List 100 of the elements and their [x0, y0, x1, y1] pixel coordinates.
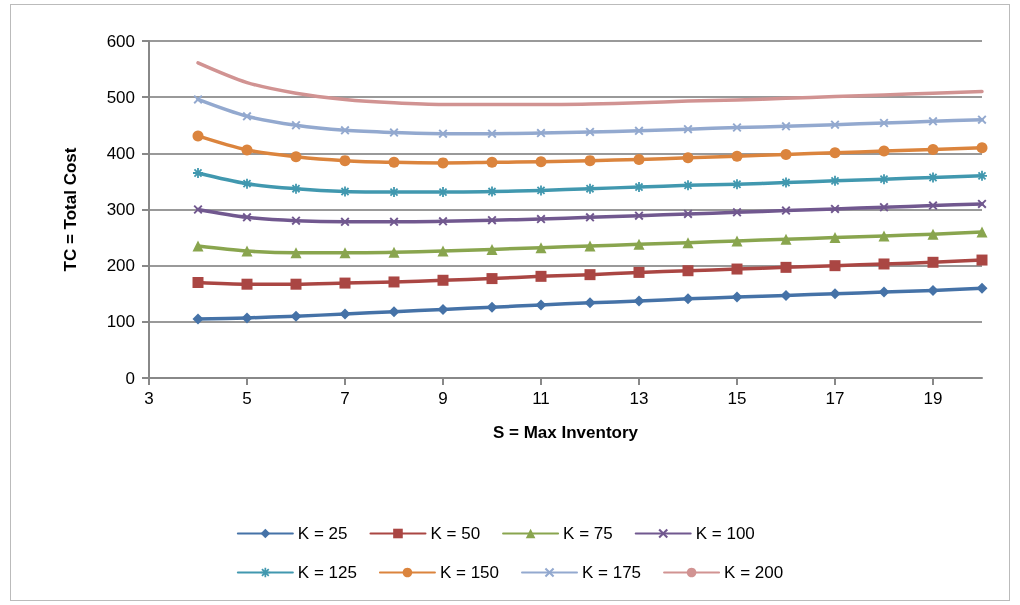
point — [633, 154, 645, 166]
point — [683, 124, 693, 134]
point — [388, 156, 400, 168]
point — [927, 228, 939, 240]
point — [535, 242, 547, 254]
point — [829, 232, 841, 244]
point — [878, 258, 890, 270]
legend-label: K = 50 — [430, 524, 481, 543]
point — [731, 263, 743, 275]
point — [241, 245, 253, 257]
point — [878, 286, 890, 298]
point — [976, 226, 988, 238]
x-tick-label: 3 — [144, 389, 154, 408]
y-tick-label: 500 — [106, 87, 135, 107]
point — [584, 240, 596, 252]
point — [339, 247, 351, 259]
point — [192, 240, 204, 252]
y-tick-label: 400 — [106, 143, 135, 163]
point — [976, 142, 988, 154]
legend-label: K = 150 — [439, 563, 499, 582]
point — [781, 121, 791, 131]
point — [536, 128, 546, 138]
line-series — [196, 61, 984, 107]
point — [584, 155, 596, 167]
point — [438, 216, 448, 226]
point — [927, 256, 939, 268]
point — [242, 212, 252, 222]
legend-label: K = 175 — [582, 563, 642, 582]
point — [585, 212, 595, 222]
point — [829, 260, 841, 272]
x-tick-label: 9 — [438, 389, 448, 408]
point — [290, 151, 302, 163]
x-tick-label: 13 — [629, 389, 649, 408]
y-tick-label: 0 — [125, 368, 135, 388]
point — [437, 274, 449, 286]
point — [192, 130, 204, 142]
point — [339, 277, 351, 289]
point — [242, 111, 252, 121]
y-tick-label: 100 — [106, 312, 135, 332]
y-tick-label: 200 — [106, 256, 135, 276]
point — [682, 152, 694, 164]
point — [732, 207, 742, 217]
point — [829, 147, 841, 159]
point — [878, 145, 890, 157]
x-tick-label: 15 — [727, 389, 747, 408]
point — [879, 202, 889, 212]
y-tick-label: 300 — [106, 200, 135, 219]
point — [634, 126, 644, 136]
point — [633, 238, 645, 250]
point — [634, 211, 644, 221]
point — [977, 199, 987, 209]
point — [780, 233, 792, 245]
point — [780, 148, 792, 160]
legend-label: K = 200 — [724, 563, 784, 582]
point — [340, 125, 350, 135]
point — [339, 308, 351, 320]
point — [633, 266, 645, 278]
x-tick-label: 7 — [340, 389, 350, 408]
point — [780, 261, 792, 273]
point — [585, 127, 595, 137]
y-tick-label: 600 — [106, 31, 135, 51]
point — [927, 143, 939, 155]
point — [976, 254, 988, 266]
point — [731, 291, 743, 303]
legend-label: K = 75 — [563, 524, 613, 543]
point — [731, 235, 743, 247]
point — [486, 243, 498, 255]
point — [486, 156, 498, 168]
point — [830, 204, 840, 214]
point — [830, 120, 840, 130]
point — [536, 214, 546, 224]
x-tick-label: 11 — [532, 389, 550, 408]
point — [290, 278, 302, 290]
point — [584, 269, 596, 281]
point — [291, 216, 301, 226]
y-axis-title: TC = Total Cost — [61, 147, 80, 272]
point — [192, 277, 204, 289]
point — [487, 215, 497, 225]
point — [438, 129, 448, 139]
point — [192, 313, 204, 325]
legend-label: K = 125 — [297, 563, 357, 582]
legend-label: K = 100 — [695, 524, 755, 543]
point — [683, 209, 693, 219]
point — [389, 217, 399, 227]
point — [878, 230, 890, 242]
x-tick-label: 5 — [242, 389, 252, 408]
point — [487, 129, 497, 139]
point — [731, 150, 743, 162]
point — [340, 217, 350, 227]
point — [535, 156, 547, 168]
point — [535, 270, 547, 282]
point — [241, 312, 253, 324]
point — [535, 299, 547, 311]
point — [633, 295, 645, 307]
legend-label: K = 25 — [297, 524, 348, 543]
point — [388, 246, 400, 258]
point — [437, 245, 449, 257]
point — [879, 118, 889, 128]
point — [291, 120, 301, 130]
point — [486, 273, 498, 285]
